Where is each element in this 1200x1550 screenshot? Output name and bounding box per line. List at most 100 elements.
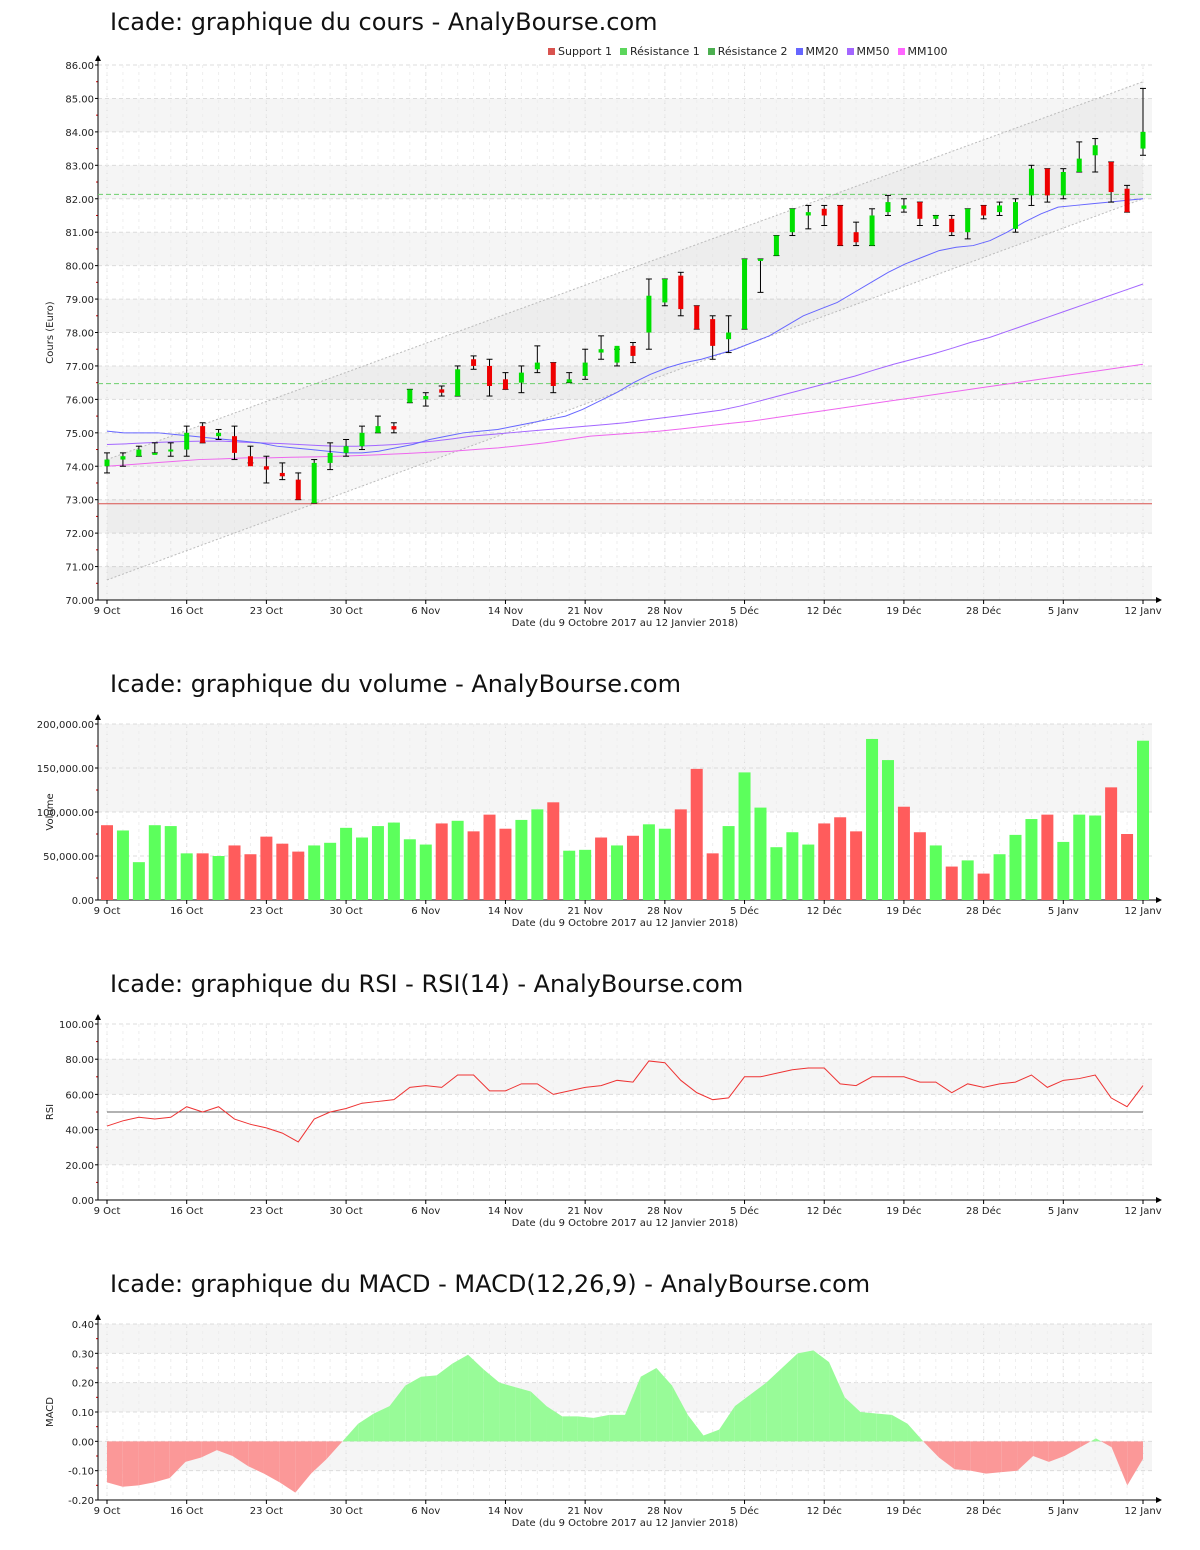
x-tick-label: 21 Nov: [567, 1206, 603, 1217]
x-tick-label: 16 Oct: [170, 1206, 203, 1217]
x-tick-label: 12 Déc: [807, 905, 842, 917]
x-tick-label: 30 Oct: [329, 606, 362, 617]
x-tick-label: 6 Nov: [411, 606, 440, 617]
svg-text:86.00: 86.00: [65, 61, 94, 72]
x-tick-label: 23 Oct: [250, 906, 283, 917]
legend-item: MM100: [897, 45, 948, 58]
svg-text:Date (du 9 Octobre 2017 au 12: Date (du 9 Octobre 2017 au 12 Janvier 20…: [512, 918, 739, 929]
legend-swatch: [897, 48, 905, 55]
svg-text:MACD: MACD: [45, 1397, 56, 1427]
legend-item: MM20: [795, 45, 839, 58]
macd-chart: -0.20 -0.10 0.00 0.10 0.20 0.30 0.40 9 Oct 16 Oc…: [45, 1314, 1162, 1529]
legend-swatch: [707, 48, 715, 55]
x-tick-label: 16 Oct: [170, 906, 203, 917]
x-tick-label: 28 Déc: [966, 1205, 1001, 1217]
svg-text:20.00: 20.00: [65, 1161, 94, 1172]
x-tick-label: 9 Oct: [94, 1506, 121, 1517]
x-tick-label: 28 Déc: [966, 905, 1001, 917]
x-tick-label: 28 Nov: [647, 1506, 683, 1517]
x-tick-label: 23 Oct: [250, 1506, 283, 1517]
x-tick-label: 16 Oct: [170, 1506, 203, 1517]
rsi-chart-title: Icade: graphique du RSI - RSI(14) - Anal…: [110, 970, 744, 998]
svg-text:100,000.00: 100,000.00: [37, 808, 94, 819]
x-tick-label: 16 Oct: [170, 606, 203, 617]
svg-text:200,000.00: 200,000.00: [37, 720, 94, 731]
x-tick-label: 28 Nov: [647, 606, 683, 617]
x-tick-label: 19 Déc: [886, 1505, 921, 1517]
x-tick-label: 12 Janv: [1124, 906, 1161, 917]
svg-text:75.00: 75.00: [65, 429, 94, 440]
svg-text:80.00: 80.00: [65, 1055, 94, 1066]
x-tick-label: 30 Oct: [329, 1206, 362, 1217]
svg-text:80.00: 80.00: [65, 262, 94, 273]
macd-chart-title: Icade: graphique du MACD - MACD(12,26,9)…: [110, 1270, 871, 1298]
x-tick-label: 21 Nov: [567, 606, 603, 617]
volume-chart-title: Icade: graphique du volume - AnalyBourse…: [110, 670, 681, 698]
svg-text:RSI: RSI: [45, 1104, 56, 1120]
svg-text:Date (du 9 Octobre 2017 au 12: Date (du 9 Octobre 2017 au 12 Janvier 20…: [512, 1218, 739, 1229]
volume-chart: 0.00 50,000.00 100,000.00 150,000.00 200,000…: [37, 714, 1162, 929]
price-chart: 70.00 71.00 72.00 73.00 74.00 75.00 76.00 77.00…: [45, 55, 1162, 629]
svg-text:Date (du 9 Octobre 2017 au 12: Date (du 9 Octobre 2017 au 12 Janvier 20…: [512, 618, 739, 629]
x-tick-label: 5 Déc: [730, 1505, 759, 1517]
x-tick-label: 19 Déc: [886, 605, 921, 617]
x-tick-label: 23 Oct: [250, 1206, 283, 1217]
legend-item: Résistance 2: [707, 45, 788, 58]
legend-label: MM100: [907, 45, 948, 58]
x-tick-label: 28 Nov: [647, 906, 683, 917]
svg-text:0.30: 0.30: [72, 1349, 94, 1360]
svg-text:79.00: 79.00: [65, 295, 94, 306]
rsi-chart: 0.00 20.00 40.00 60.00 80.00 100.00 9 Oct 16 Oc…: [45, 1014, 1162, 1229]
x-tick-label: 5 Déc: [730, 1205, 759, 1217]
x-tick-label: 28 Déc: [966, 1505, 1001, 1517]
legend-swatch: [619, 48, 627, 55]
price-chart-title: Icade: graphique du cours - AnalyBourse.…: [110, 8, 658, 36]
x-tick-label: 9 Oct: [94, 1206, 121, 1217]
x-tick-label: 28 Déc: [966, 605, 1001, 617]
svg-text:78.00: 78.00: [65, 329, 94, 340]
svg-text:77.00: 77.00: [65, 362, 94, 373]
svg-text:82.00: 82.00: [65, 195, 94, 206]
svg-text:Date (du 9 Octobre 2017 au 12: Date (du 9 Octobre 2017 au 12 Janvier 20…: [512, 1518, 739, 1529]
svg-text:0.40: 0.40: [72, 1320, 94, 1331]
svg-text:Cours (Euro): Cours (Euro): [45, 301, 56, 364]
x-tick-label: 14 Nov: [488, 906, 524, 917]
x-tick-label: 5 Janv: [1048, 606, 1079, 617]
x-tick-label: 21 Nov: [567, 906, 603, 917]
x-tick-label: 5 Janv: [1048, 1206, 1079, 1217]
x-tick-label: 19 Déc: [886, 1205, 921, 1217]
svg-text:85.00: 85.00: [65, 94, 94, 105]
svg-text:60.00: 60.00: [65, 1090, 94, 1101]
legend-label: Résistance 1: [629, 45, 700, 58]
svg-text:0.20: 0.20: [72, 1379, 94, 1390]
x-tick-label: 5 Janv: [1048, 906, 1079, 917]
legend-label: MM50: [856, 45, 890, 58]
legend-item: MM50: [846, 45, 890, 58]
svg-text:0.00: 0.00: [72, 1437, 94, 1448]
x-tick-label: 12 Janv: [1124, 1506, 1161, 1517]
x-tick-label: 14 Nov: [488, 606, 524, 617]
svg-text:71.00: 71.00: [65, 563, 94, 574]
x-tick-label: 19 Déc: [886, 905, 921, 917]
svg-text:50,000.00: 50,000.00: [43, 852, 94, 863]
legend-swatch: [795, 48, 803, 55]
x-tick-label: 14 Nov: [488, 1506, 524, 1517]
x-tick-label: 30 Oct: [329, 1506, 362, 1517]
svg-text:74.00: 74.00: [65, 462, 94, 473]
x-tick-label: 12 Déc: [807, 1205, 842, 1217]
x-tick-label: 5 Déc: [730, 605, 759, 617]
x-tick-label: 9 Oct: [94, 606, 121, 617]
svg-text:150,000.00: 150,000.00: [37, 764, 94, 775]
x-tick-label: 6 Nov: [411, 906, 440, 917]
svg-text:72.00: 72.00: [65, 529, 94, 540]
x-tick-label: 9 Oct: [94, 906, 121, 917]
price-legend: Support 1 Résistance 1 Résistance 2 MM20 MM5…: [548, 45, 948, 58]
svg-text:Volume: Volume: [45, 793, 56, 830]
x-tick-label: 12 Janv: [1124, 1206, 1161, 1217]
x-tick-label: 6 Nov: [411, 1206, 440, 1217]
x-tick-label: 5 Janv: [1048, 1506, 1079, 1517]
x-tick-label: 5 Déc: [730, 905, 759, 917]
svg-text:84.00: 84.00: [65, 128, 94, 139]
svg-text:70.00: 70.00: [65, 596, 94, 607]
legend-label: MM20: [805, 45, 839, 58]
